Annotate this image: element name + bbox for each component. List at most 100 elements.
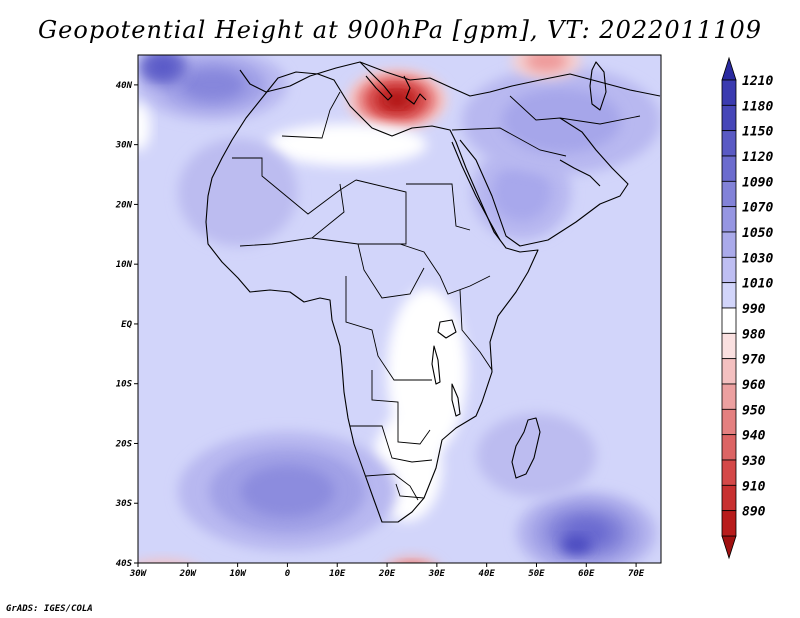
lon-tick-label: 50E [528,569,545,579]
arabia-high-contour [491,163,552,222]
atlantic-white-contour [138,102,151,151]
colorbar-label: 980 [742,327,766,342]
lat-tick-label: 20N [115,200,133,210]
latitude-axis: 40N 30N 20N 10N EQ 10S 20S 30S 40S [115,81,138,569]
colorbar-swatch [721,383,737,410]
colorbar-top-arrow [721,56,737,81]
colorbar-swatch [721,155,737,182]
chart-title: Geopotential Height at 900hPa [gpm], VT:… [38,16,762,44]
colorbar-swatch [721,307,737,334]
mediterranean-high-contour [385,92,409,107]
colorbar-label: 890 [742,505,766,520]
colorbar-swatch [721,358,737,385]
colorbar-swatch [721,180,737,208]
lon-tick-label: 70E [628,569,645,579]
iberia-high-contour [147,56,178,78]
colorbar-label: 950 [742,403,766,418]
lon-tick-label: 30E [428,569,446,579]
middle-east-high-contour [501,88,622,154]
colorbar-swatch [721,231,737,258]
border-line [395,483,425,499]
colorbar-swatch [721,332,737,360]
east-africa-white-contour [387,288,467,456]
lat-tick-label: 10S [116,380,133,390]
lat-tick-label: 30S [115,499,133,509]
levant-low-contour [525,55,568,72]
lat-tick-label: 40N [116,81,133,91]
lon-tick-label: 20E [378,569,396,579]
colorbar-label: 1180 [742,99,773,114]
red-sea-coast [451,141,501,241]
madagascar-coastline [511,417,541,479]
lake-victoria [437,319,457,339]
lon-tick-label: 30W [129,569,148,579]
colorbar: 1210 1180 1150 1120 1090 1070 1050 1030 1010 990 9… [721,56,773,560]
border-line [232,157,357,215]
border-line [459,289,493,371]
border-line [399,243,491,295]
colorbar-swatch [721,104,737,132]
lat-tick-label: EQ [121,320,132,330]
lake-tanganyika [431,345,441,385]
height-field [138,55,661,586]
colorbar-swatch [721,206,737,233]
lon-tick-label: 10E [329,569,346,579]
colorbar-label: 1030 [742,251,773,266]
border-line [311,179,407,245]
south-atlantic-high-contour [240,465,335,517]
credit-text: GrADS: IGES/COLA [6,604,93,614]
colorbar-swatch [721,408,737,436]
lat-tick-label: 10N [116,260,133,270]
caspian-coastline [589,61,607,111]
lat-tick-label: 40S [116,559,133,569]
border-line [451,127,567,157]
lat-tick-label: 30N [115,141,133,151]
colorbar-label: 990 [742,302,766,317]
colorbar-label: 1090 [742,175,773,190]
longitude-axis: 30W 20W 10W 0 10E 20E 30E 40E 50E 60E 70E [129,563,645,579]
lon-tick-label: 0 [285,569,291,579]
agulhas-low-contour [389,557,435,563]
colorbar-swatch [721,79,737,106]
sahara-white-band-contour [267,123,427,166]
border-line [371,370,431,445]
coastlines [205,61,661,523]
colorbar-swatch [721,459,737,486]
europe-coastline [239,61,661,97]
country-borders [232,91,641,501]
colorbar-label: 960 [742,378,766,393]
colorbar-label: 1150 [742,125,773,140]
lon-tick-label: 40E [479,569,496,579]
sw-low-contour [139,560,187,563]
border-line [357,243,425,299]
persian-gulf-coast [559,159,601,187]
border-line [406,183,471,231]
colorbar-swatch [721,282,737,309]
colorbar-label: 970 [742,353,766,368]
lat-tick-label: 20S [115,439,133,449]
border-line [345,276,432,381]
colorbar-swatch [721,130,737,157]
colorbar-swatch [721,484,737,512]
border-line [350,425,433,463]
colorbar-swatch [721,256,737,284]
colorbar-label: 1210 [742,74,773,89]
colorbar-label: 1120 [742,150,773,165]
africa-coastline [205,71,539,523]
south-indian-arm-contour [476,413,597,498]
border-line [509,95,641,125]
colorbar-label: 940 [742,429,766,444]
colorbar-swatch [721,434,737,461]
map-frame [137,54,662,564]
lon-tick-label: 10W [229,569,247,579]
colorbar-label: 1070 [742,201,773,216]
colorbar-label: 1050 [742,226,773,241]
colorbar-label: 930 [742,454,766,469]
north-atlantic-high-contour [180,69,245,101]
lon-tick-label: 20W [179,569,198,579]
west-africa-high-contour [177,138,298,247]
colorbar-label: 910 [742,479,766,494]
lon-tick-label: 60E [578,569,595,579]
agulhas-low-contour [394,564,430,586]
